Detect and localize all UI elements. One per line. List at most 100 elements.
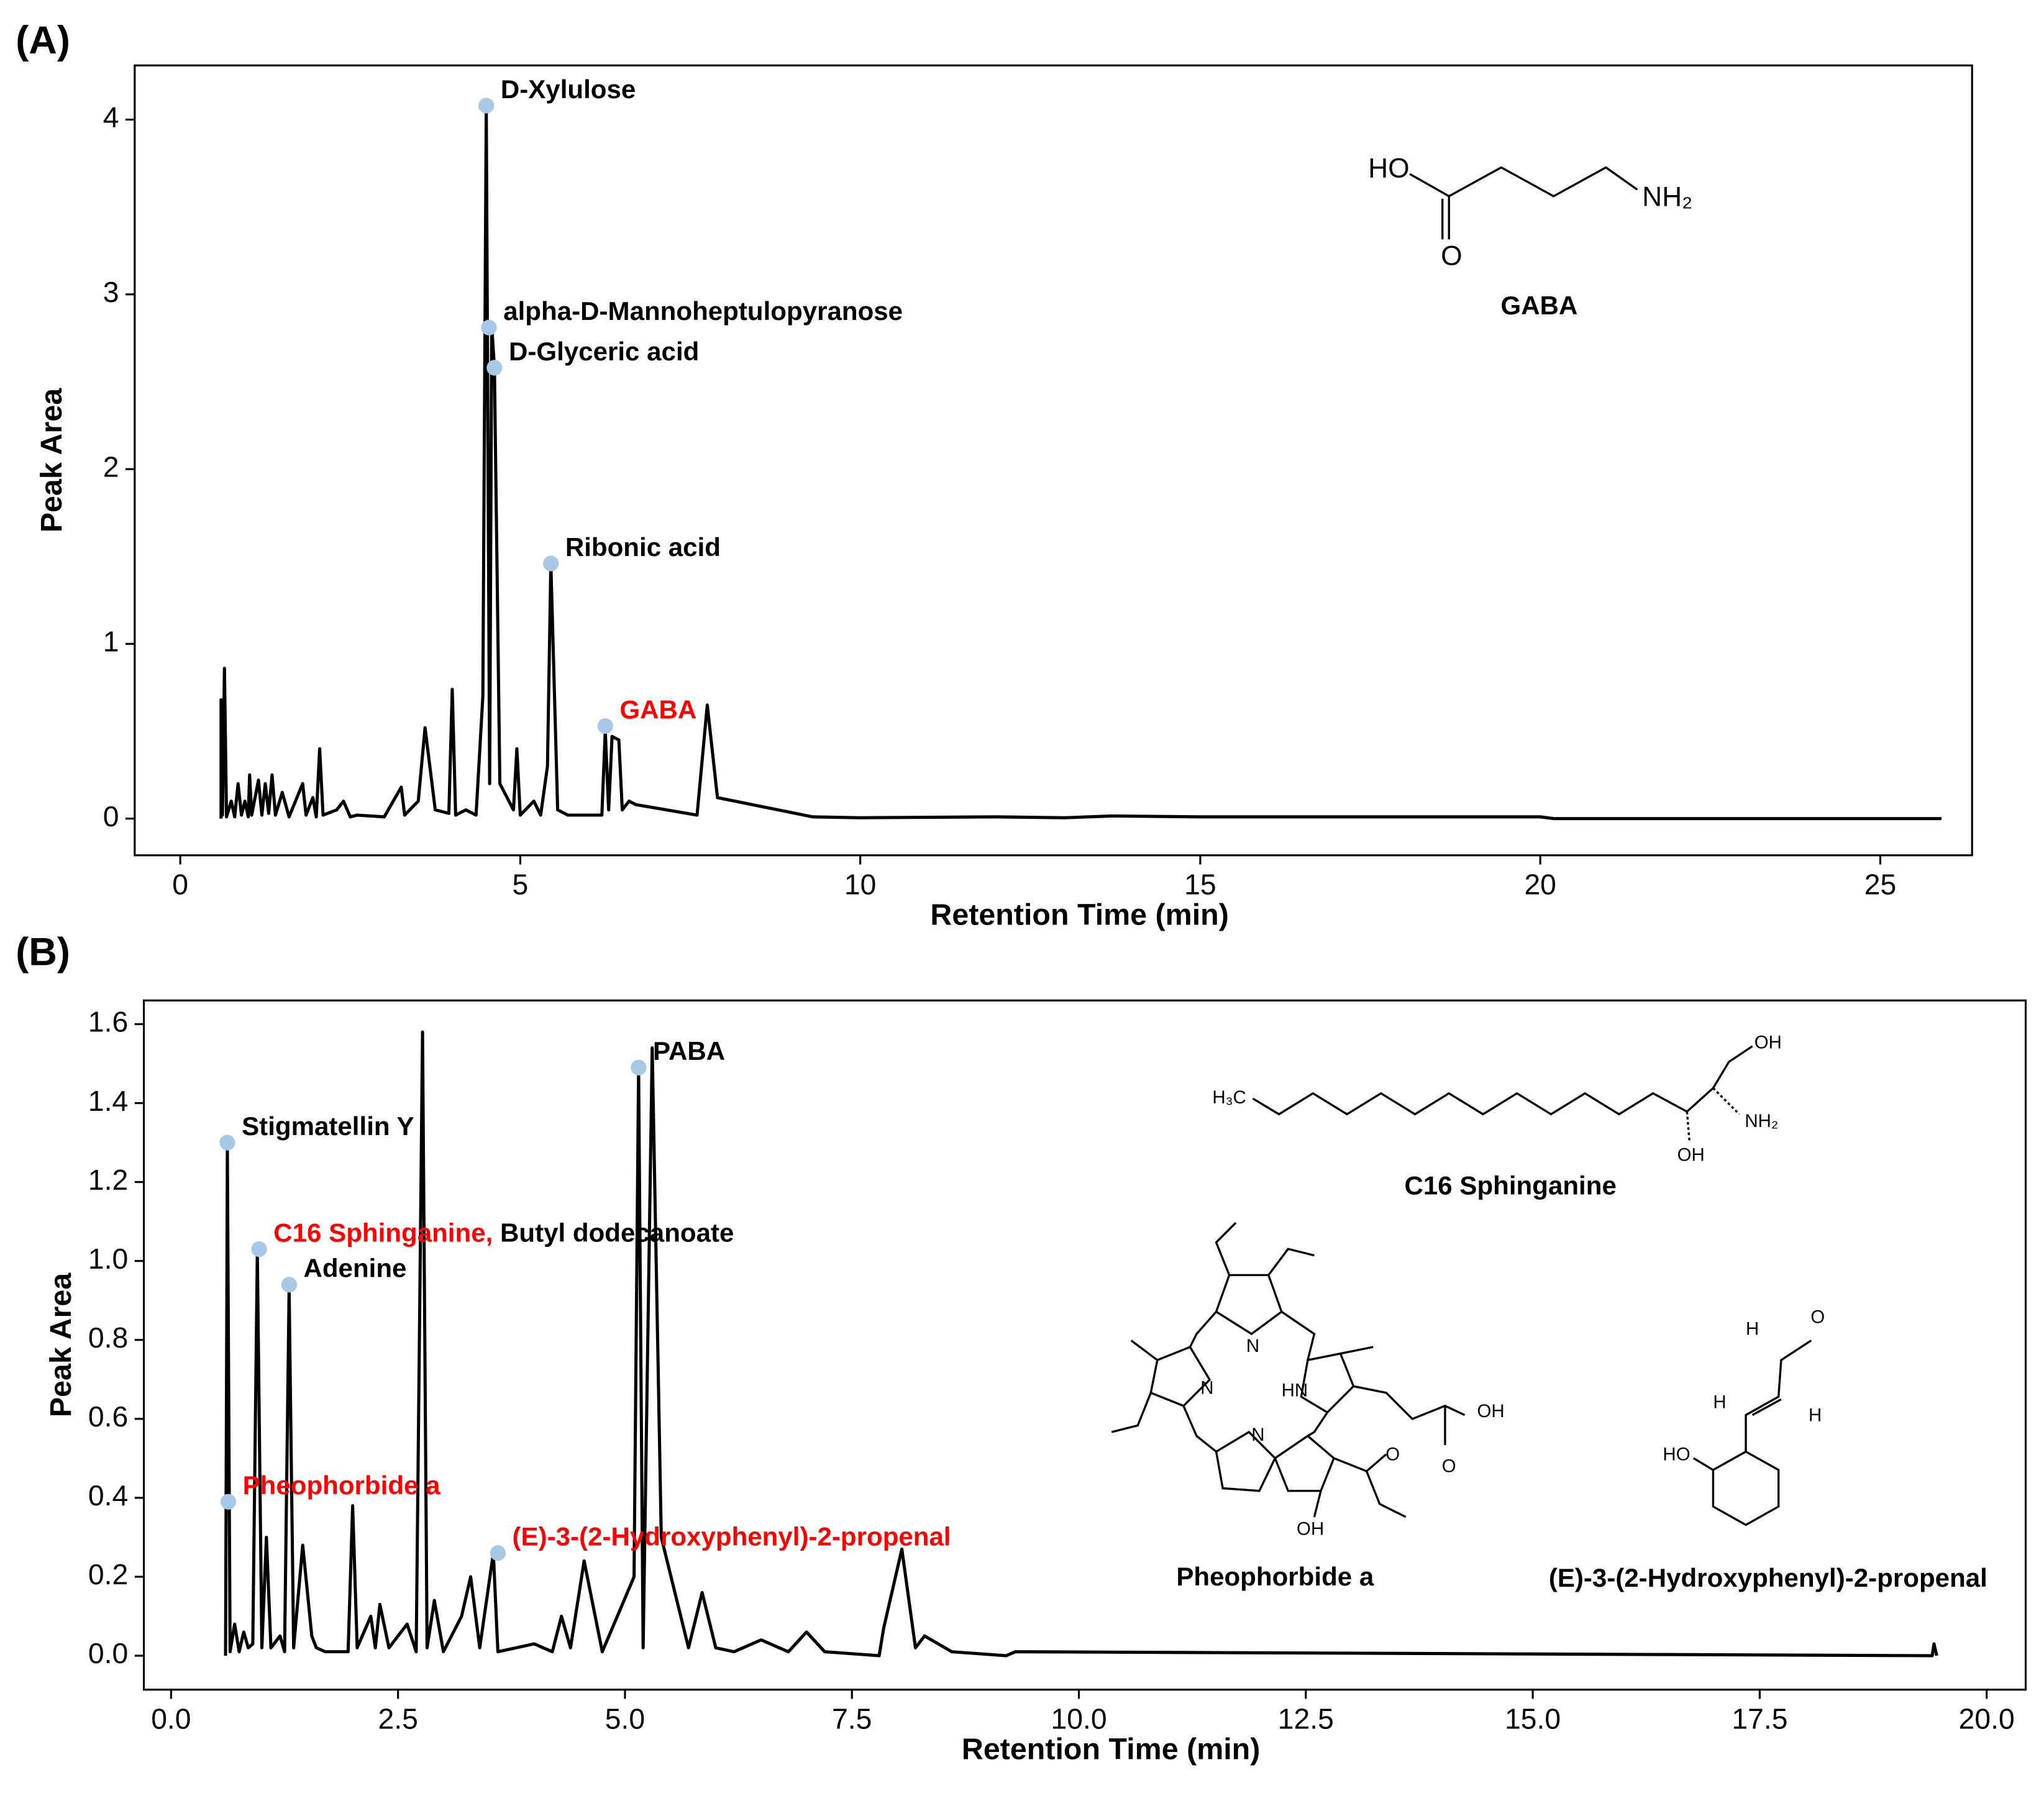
structure-name: Pheophorbide a [1176, 1562, 1374, 1591]
y-tick-label: 3 [103, 276, 119, 308]
peak-label: (E)-3-(2-Hydroxyphenyl)-2-propenal [513, 1522, 951, 1551]
x-tick-label: 5 [513, 868, 529, 900]
y-tick-label: 1 [103, 626, 119, 658]
x-tick-label: 0.0 [151, 1702, 191, 1735]
atom-label: HN [1282, 1380, 1308, 1400]
x-tick-label: 12.5 [1278, 1702, 1334, 1735]
y-tick-label: 1.0 [88, 1243, 128, 1275]
x-tick-label: 10 [844, 868, 877, 900]
peak-label-part: Pheophorbide a [243, 1471, 441, 1500]
x-tick-label: 0 [172, 868, 188, 900]
peak-label-part: D-Xylulose [501, 75, 636, 104]
peak-label-part: alpha-D-Mannoheptulopyranose [503, 296, 903, 326]
peak-label: Pheophorbide a [243, 1471, 441, 1500]
structure-name: GABA [1501, 291, 1578, 320]
peak-label-part: C16 Sphinganine, [273, 1218, 493, 1248]
peak-label-part: GABA [619, 695, 696, 724]
peak-label: Adenine [303, 1254, 406, 1283]
atom-label: OH [1297, 1519, 1324, 1540]
y-tick-label: 0.4 [88, 1479, 128, 1512]
atom-label: NH₂ [1745, 1111, 1778, 1131]
y-tick-label: 0.2 [88, 1558, 128, 1590]
atom-label: N [1251, 1425, 1264, 1445]
peak-marker [631, 1059, 647, 1075]
peak-label: Stigmatellin Y [242, 1111, 414, 1141]
structure-name: (E)-3-(2-Hydroxyphenyl)-2-propenal [1549, 1563, 1987, 1592]
x-axis-label: Retention Time (min) [930, 898, 1229, 931]
peak-marker [543, 555, 559, 572]
y-tick-label: 0.8 [88, 1321, 128, 1354]
trace-line [219, 104, 1941, 821]
peak-label-part: Adenine [303, 1254, 406, 1283]
peak-label-part: Butyl dodecanoate [500, 1218, 734, 1248]
peak-marker [281, 1277, 297, 1293]
atom-label: O [1810, 1307, 1825, 1328]
gaba-skeleton [1409, 166, 1638, 240]
atom-label: HO [1663, 1444, 1690, 1465]
trace-line [224, 1030, 1938, 1658]
y-tick-label: 1.2 [88, 1164, 128, 1196]
y-tick-label: 0.0 [88, 1637, 128, 1669]
peak-marker [481, 319, 497, 335]
peak-label: PABA [653, 1036, 725, 1065]
peak-marker [486, 360, 503, 376]
peak-label-part: Stigmatellin Y [242, 1111, 414, 1141]
peak-marker [478, 98, 495, 114]
atom-label: O [1441, 240, 1462, 271]
atom-label: H [1713, 1392, 1726, 1412]
structure-name: C16 Sphinganine [1405, 1170, 1617, 1200]
panel-label: (A) [16, 19, 70, 62]
peak-marker [220, 1494, 237, 1510]
x-tick-label: 10.0 [1051, 1702, 1106, 1735]
x-tick-label: 20 [1524, 868, 1556, 900]
peak-label-part: (E)-3-(2-Hydroxyphenyl)-2-propenal [513, 1522, 951, 1551]
peak-label: C16 Sphinganine, Butyl dodecanoate [273, 1218, 734, 1248]
plot-frame [134, 64, 1973, 857]
atom-label: HO [1368, 153, 1409, 183]
y-tick-label: 1.4 [88, 1085, 128, 1117]
peak-label: Ribonic acid [565, 532, 721, 562]
atom-label: OH [1754, 1033, 1782, 1053]
y-tick-label: 0.6 [88, 1400, 128, 1433]
y-tick-label: 1.6 [88, 1006, 128, 1038]
peak-label: D-Glyceric acid [509, 337, 699, 366]
peak-marker [490, 1545, 506, 1561]
atom-label: O [1385, 1444, 1400, 1465]
atom-label: OH [1677, 1145, 1705, 1166]
sphinganine-skeleton [1252, 1045, 1753, 1143]
atom-label: N [1246, 1336, 1259, 1356]
atom-label: H₃C [1212, 1087, 1246, 1108]
panel-label: (B) [16, 930, 70, 974]
atom-label: N [1200, 1377, 1213, 1398]
pheophorbide-skeleton [1111, 1221, 1466, 1518]
propenal-skeleton [1693, 1339, 1812, 1526]
peak-label: alpha-D-Mannoheptulopyranose [503, 296, 903, 326]
peak-label-part: Ribonic acid [565, 532, 721, 562]
y-tick-label: 0 [103, 800, 119, 833]
x-tick-label: 25 [1864, 868, 1897, 900]
x-tick-label: 17.5 [1731, 1702, 1787, 1735]
plot-frame [142, 999, 2027, 1691]
x-tick-label: 15.0 [1505, 1702, 1561, 1735]
peak-marker [219, 1134, 235, 1151]
x-axis-label: Retention Time (min) [962, 1732, 1261, 1766]
y-axis-label: Peak Area [44, 1272, 78, 1417]
y-tick-label: 2 [103, 450, 119, 483]
peak-label: GABA [619, 695, 696, 724]
x-tick-label: 5.0 [605, 1702, 645, 1735]
x-tick-label: 20.0 [1959, 1702, 2015, 1735]
peak-label-part: PABA [653, 1036, 725, 1065]
peak-label: D-Xylulose [501, 75, 636, 104]
atom-label: NH₂ [1642, 182, 1692, 212]
atom-label: OH [1477, 1401, 1505, 1421]
peak-label-part: D-Glyceric acid [509, 337, 699, 366]
x-tick-label: 15 [1184, 868, 1216, 900]
y-axis-label: Peak Area [35, 388, 68, 532]
atom-label: O [1442, 1456, 1456, 1477]
x-tick-label: 7.5 [832, 1702, 872, 1735]
peak-marker [251, 1241, 267, 1257]
y-tick-label: 4 [103, 101, 119, 134]
atom-label: H [1746, 1319, 1759, 1339]
